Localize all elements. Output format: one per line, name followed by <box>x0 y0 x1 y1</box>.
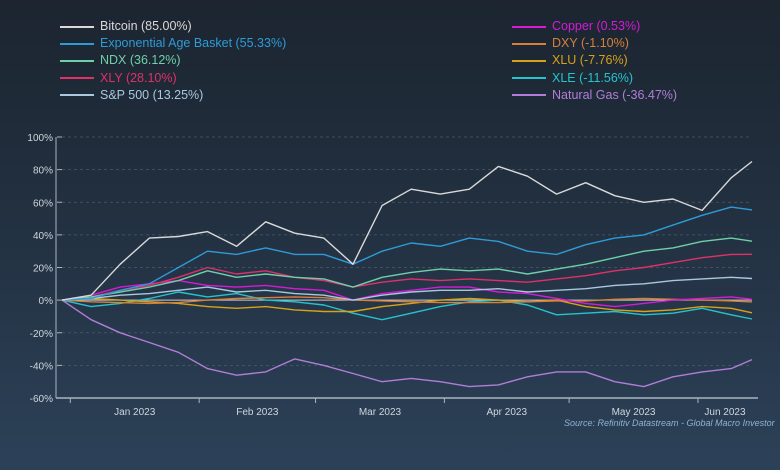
x-tick-label: Feb 2023 <box>236 407 279 418</box>
y-tick-label: 100% <box>27 133 53 144</box>
legend-label: XLY (28.10%) <box>100 70 177 85</box>
legend-item: Exponential Age Basket (55.33%) <box>60 35 286 52</box>
y-tick-label: -60% <box>30 394 53 405</box>
x-tick-label: Jun 2023 <box>704 407 746 418</box>
series-line-natural-gas <box>61 299 753 388</box>
legend-swatch <box>512 94 546 97</box>
legend-swatch <box>512 25 546 28</box>
legend-label: XLE (-11.56%) <box>552 70 634 85</box>
legend-label: NDX (36.12%) <box>100 53 181 68</box>
x-tick-label: May 2023 <box>612 407 656 418</box>
y-tick-label: 40% <box>33 231 53 242</box>
y-tick-label: -40% <box>30 361 53 372</box>
series-line-exponential-age-basket <box>61 206 753 301</box>
legend-item: Copper (0.53%) <box>512 18 677 35</box>
legend-item: XLU (-7.76%) <box>512 52 677 69</box>
legend-left: Bitcoin (85.00%) Exponential Age Basket (… <box>60 18 286 104</box>
legend-item: XLY (28.10%) <box>60 70 286 87</box>
y-tick-label: -20% <box>30 329 53 340</box>
series-line-s-p-500 <box>61 276 753 301</box>
legend-label: Copper (0.53%) <box>552 19 641 33</box>
x-tick-label: Jan 2023 <box>114 407 156 418</box>
legend-item: Bitcoin (85.00%) <box>60 18 286 35</box>
series-line-xly <box>61 253 753 301</box>
series-line-xle <box>61 291 753 321</box>
legend-swatch <box>60 94 94 97</box>
y-tick-label: 20% <box>33 264 53 275</box>
legend-label: S&P 500 (13.25%) <box>100 87 204 102</box>
y-tick-label: 60% <box>33 198 53 209</box>
series-line-xlu <box>61 297 753 314</box>
legend-swatch <box>60 25 94 28</box>
series-line-ndx <box>61 237 753 301</box>
legend-item: DXY (-1.10%) <box>512 35 677 52</box>
legend-swatch <box>60 59 94 62</box>
series-line-dxy <box>61 296 753 305</box>
legend-swatch <box>60 42 94 45</box>
legend-label: Exponential Age Basket (55.33%) <box>100 36 287 51</box>
legend-item: NDX (36.12%) <box>60 52 286 69</box>
legend-label: Natural Gas (-36.47%) <box>552 87 678 102</box>
source-note: Source: Refinitiv Datastream - Global Ma… <box>564 418 775 428</box>
y-tick-label: 80% <box>33 166 53 177</box>
legend-item: XLE (-11.56%) <box>512 70 677 87</box>
x-tick-label: Apr 2023 <box>486 407 527 418</box>
legend-item: S&P 500 (13.25%) <box>60 87 286 104</box>
legend-swatch <box>512 77 546 80</box>
series-line-bitcoin <box>61 160 753 301</box>
x-tick-label: Mar 2023 <box>359 407 402 418</box>
legend-swatch <box>60 77 94 80</box>
legend-label: XLU (-7.76%) <box>552 53 628 68</box>
legend-label: Bitcoin (85.00%) <box>100 19 192 33</box>
legend-item: Natural Gas (-36.47%) <box>512 87 677 104</box>
legend-label: DXY (-1.10%) <box>552 36 629 51</box>
legend-swatch <box>512 59 546 62</box>
legend-right: Copper (0.53%) DXY (-1.10%) XLU (-7.76%) XL… <box>512 18 677 104</box>
legend-swatch <box>512 42 546 45</box>
y-tick-label: 0% <box>39 296 54 307</box>
